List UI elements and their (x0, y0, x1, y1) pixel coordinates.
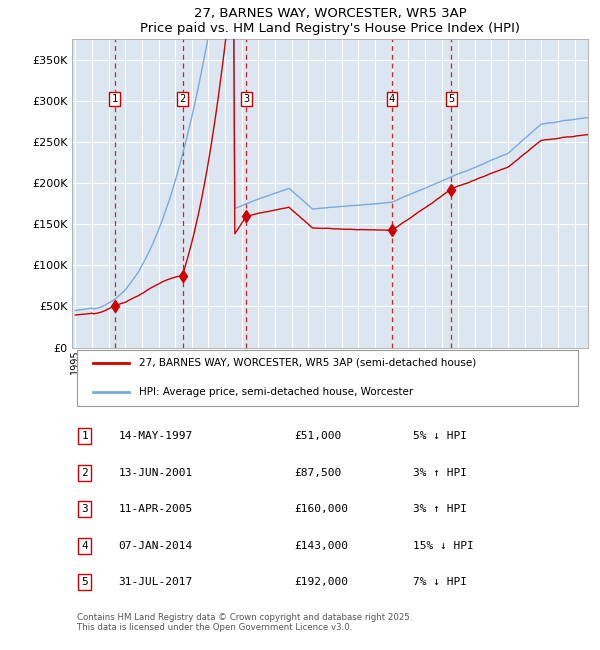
Text: 11-APR-2005: 11-APR-2005 (118, 504, 193, 514)
Text: 1: 1 (82, 431, 88, 441)
Text: 5: 5 (448, 94, 454, 104)
Text: 5% ↓ HPI: 5% ↓ HPI (413, 431, 467, 441)
Text: HPI: Average price, semi-detached house, Worcester: HPI: Average price, semi-detached house,… (139, 387, 413, 396)
Text: 3% ↑ HPI: 3% ↑ HPI (413, 467, 467, 478)
Text: 2: 2 (82, 467, 88, 478)
Text: 31-JUL-2017: 31-JUL-2017 (118, 577, 193, 587)
Text: 3% ↑ HPI: 3% ↑ HPI (413, 504, 467, 514)
Text: Contains HM Land Registry data © Crown copyright and database right 2025.
This d: Contains HM Land Registry data © Crown c… (77, 613, 413, 632)
Text: 15% ↓ HPI: 15% ↓ HPI (413, 541, 473, 551)
Text: £192,000: £192,000 (294, 577, 348, 587)
Title: 27, BARNES WAY, WORCESTER, WR5 3AP
Price paid vs. HM Land Registry's House Price: 27, BARNES WAY, WORCESTER, WR5 3AP Price… (140, 7, 520, 35)
Text: £143,000: £143,000 (294, 541, 348, 551)
Text: 14-MAY-1997: 14-MAY-1997 (118, 431, 193, 441)
Text: 3: 3 (82, 504, 88, 514)
Text: 13-JUN-2001: 13-JUN-2001 (118, 467, 193, 478)
Text: 7% ↓ HPI: 7% ↓ HPI (413, 577, 467, 587)
Text: 2: 2 (179, 94, 186, 104)
Text: 4: 4 (82, 541, 88, 551)
Text: 1: 1 (112, 94, 118, 104)
Text: 27, BARNES WAY, WORCESTER, WR5 3AP (semi-detached house): 27, BARNES WAY, WORCESTER, WR5 3AP (semi… (139, 358, 476, 368)
FancyBboxPatch shape (77, 350, 578, 406)
Text: £87,500: £87,500 (294, 467, 341, 478)
Text: £51,000: £51,000 (294, 431, 341, 441)
Text: 4: 4 (389, 94, 395, 104)
Text: £160,000: £160,000 (294, 504, 348, 514)
Text: 07-JAN-2014: 07-JAN-2014 (118, 541, 193, 551)
Text: 5: 5 (82, 577, 88, 587)
Text: 3: 3 (244, 94, 250, 104)
